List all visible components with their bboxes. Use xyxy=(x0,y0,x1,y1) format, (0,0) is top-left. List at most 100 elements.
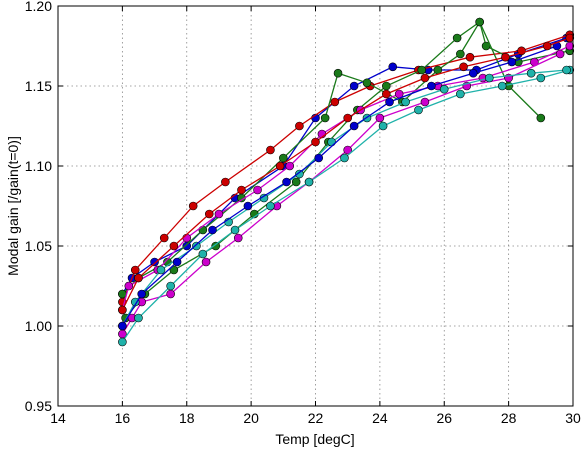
x-tick-label: 28 xyxy=(501,410,517,426)
data-point xyxy=(417,65,427,75)
series-line xyxy=(121,20,570,295)
data-point xyxy=(201,257,211,267)
data-point xyxy=(166,289,175,299)
data-point xyxy=(439,84,449,94)
y-tick-label: 0.95 xyxy=(25,398,52,414)
data-point xyxy=(150,257,159,267)
y-axis-label: Modal gain [/gain(t=0)] xyxy=(5,136,21,276)
data-point xyxy=(285,161,295,171)
y-tick-label: 1.10 xyxy=(25,158,52,174)
x-tick-label: 16 xyxy=(115,410,131,426)
data-point xyxy=(343,113,352,123)
data-point xyxy=(233,233,243,243)
data-point xyxy=(166,281,175,291)
data-point xyxy=(208,225,217,235)
data-point xyxy=(388,62,398,72)
data-point xyxy=(159,233,169,243)
x-axis-label: Temp [degC] xyxy=(275,431,354,447)
data-point xyxy=(169,265,179,275)
series-line xyxy=(121,45,571,311)
series-7 xyxy=(118,65,575,347)
data-point xyxy=(211,241,221,251)
data-point xyxy=(340,153,349,163)
series-line xyxy=(121,37,570,311)
data-point xyxy=(327,137,336,147)
data-point xyxy=(497,81,507,91)
series-line xyxy=(121,53,561,335)
series-9 xyxy=(118,41,562,331)
data-point xyxy=(182,241,192,251)
data-point xyxy=(282,177,291,187)
data-point xyxy=(118,337,127,347)
series-line xyxy=(125,21,542,319)
data-point xyxy=(192,241,201,251)
data-point xyxy=(349,81,359,91)
data-point xyxy=(459,62,468,72)
data-point xyxy=(204,209,214,219)
data-point xyxy=(562,65,571,75)
data-point xyxy=(134,273,143,283)
data-point xyxy=(382,81,391,91)
data-point xyxy=(230,225,240,235)
data-point xyxy=(542,41,552,51)
data-point xyxy=(130,297,140,307)
data-point xyxy=(253,185,262,195)
data-point xyxy=(295,169,304,179)
series-layer xyxy=(118,17,575,347)
y-tick-label: 1.20 xyxy=(25,0,52,14)
data-point xyxy=(378,121,388,131)
data-point xyxy=(485,73,494,83)
data-point xyxy=(385,97,394,107)
data-point xyxy=(295,121,304,131)
data-point xyxy=(124,281,134,291)
y-tick-label: 1.15 xyxy=(25,78,52,94)
data-point xyxy=(156,265,166,275)
x-tick-label: 30 xyxy=(565,410,581,426)
data-point xyxy=(266,201,275,211)
data-point xyxy=(279,153,288,163)
data-point xyxy=(291,177,301,187)
data-point xyxy=(526,68,536,78)
data-point xyxy=(555,49,565,59)
data-point xyxy=(320,113,330,123)
series-line xyxy=(121,69,570,343)
data-point xyxy=(465,52,475,62)
data-point xyxy=(314,153,324,163)
data-point xyxy=(456,89,465,99)
data-point xyxy=(401,97,410,107)
data-point xyxy=(456,49,465,59)
data-point xyxy=(362,78,372,88)
data-point xyxy=(468,68,478,78)
data-point xyxy=(118,289,127,299)
data-point xyxy=(536,113,546,123)
data-point xyxy=(507,57,517,67)
x-tick-label: 22 xyxy=(308,410,324,426)
data-point xyxy=(188,201,198,211)
data-point xyxy=(420,73,430,83)
data-point xyxy=(330,97,340,107)
data-point xyxy=(118,305,127,315)
data-point xyxy=(198,249,208,259)
ticks: 14 16 18 20 22 24 26 28 30 0.95 1.00 1.05 1.10 1.15 1.… xyxy=(25,0,581,426)
data-point xyxy=(565,33,575,43)
data-point xyxy=(266,145,275,155)
data-point xyxy=(349,121,359,131)
y-tick-label: 1.00 xyxy=(25,318,52,334)
data-point xyxy=(475,17,484,27)
data-point xyxy=(243,201,253,211)
data-point xyxy=(130,265,140,275)
data-point xyxy=(311,137,320,147)
series-10 xyxy=(118,33,575,315)
data-point xyxy=(275,161,285,171)
data-point xyxy=(501,52,510,62)
data-point xyxy=(169,241,179,251)
x-tick-label: 24 xyxy=(372,410,388,426)
data-point xyxy=(420,97,430,107)
data-point xyxy=(221,177,230,187)
data-point xyxy=(343,145,352,155)
data-point xyxy=(333,68,343,78)
data-point xyxy=(134,313,143,323)
data-point xyxy=(237,185,246,195)
data-point xyxy=(172,257,182,267)
